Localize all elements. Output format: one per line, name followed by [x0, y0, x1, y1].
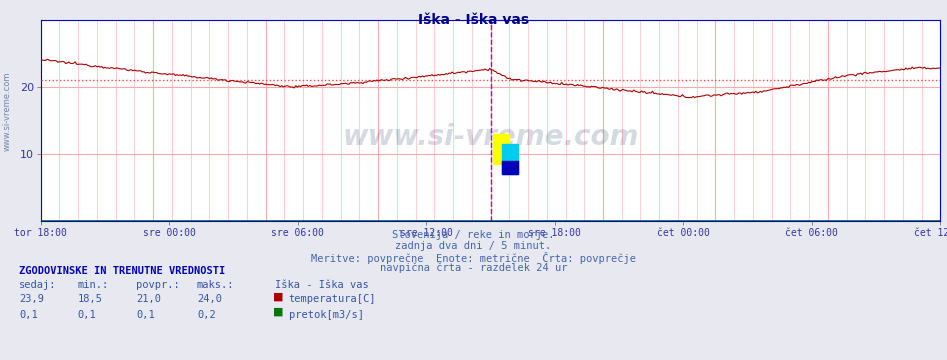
- Text: www.si-vreme.com: www.si-vreme.com: [342, 123, 639, 151]
- Text: temperatura[C]: temperatura[C]: [289, 294, 376, 305]
- Text: Meritve: povprečne  Enote: metrične  Črta: povprečje: Meritve: povprečne Enote: metrične Črta:…: [311, 252, 636, 264]
- Text: 0,1: 0,1: [19, 310, 38, 320]
- Text: www.si-vreme.com: www.si-vreme.com: [3, 72, 12, 151]
- Text: 0,1: 0,1: [78, 310, 97, 320]
- Text: Slovenija / reke in morje.: Slovenija / reke in morje.: [392, 230, 555, 240]
- Bar: [493, 134, 509, 164]
- Text: pretok[m3/s]: pretok[m3/s]: [289, 310, 364, 320]
- Text: ■: ■: [273, 306, 283, 316]
- Text: min.:: min.:: [78, 280, 109, 290]
- Bar: [502, 161, 518, 174]
- Text: 0,1: 0,1: [136, 310, 155, 320]
- Text: maks.:: maks.:: [197, 280, 235, 290]
- Text: Iška - Iška vas: Iška - Iška vas: [418, 13, 529, 27]
- Text: navpična črta - razdelek 24 ur: navpična črta - razdelek 24 ur: [380, 262, 567, 273]
- Text: ■: ■: [273, 291, 283, 301]
- Text: Iška - Iška vas: Iška - Iška vas: [275, 280, 368, 290]
- Text: sedaj:: sedaj:: [19, 280, 57, 290]
- Text: 24,0: 24,0: [197, 294, 222, 305]
- Text: 21,0: 21,0: [136, 294, 161, 305]
- Text: 0,2: 0,2: [197, 310, 216, 320]
- Text: 18,5: 18,5: [78, 294, 102, 305]
- Text: povpr.:: povpr.:: [136, 280, 180, 290]
- Text: 23,9: 23,9: [19, 294, 44, 305]
- Text: zadnja dva dni / 5 minut.: zadnja dva dni / 5 minut.: [396, 241, 551, 251]
- Text: ZGODOVINSKE IN TRENUTNE VREDNOSTI: ZGODOVINSKE IN TRENUTNE VREDNOSTI: [19, 266, 225, 276]
- Bar: [502, 144, 518, 174]
